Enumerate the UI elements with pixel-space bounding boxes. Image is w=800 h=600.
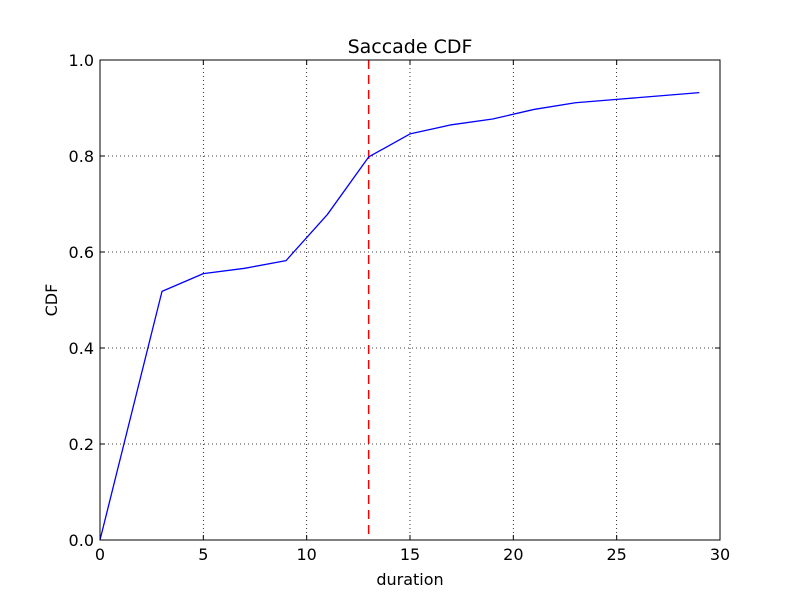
x-tick-label: 10 <box>296 545 316 564</box>
x-axis-label: duration <box>376 570 443 589</box>
x-tick-label: 25 <box>606 545 626 564</box>
x-tick-label: 15 <box>400 545 420 564</box>
y-axis-tick-labels: 0.0 0.2 0.4 0.6 0.8 1.0 <box>69 51 94 550</box>
x-tick-label: 30 <box>710 545 730 564</box>
y-tick-label: 0.6 <box>69 243 94 262</box>
y-axis-label: CDF <box>42 284 61 317</box>
y-tick-label: 0.8 <box>69 147 94 166</box>
x-axis-tick-labels: 0 5 10 15 20 25 30 <box>95 545 730 564</box>
x-tick-label: 20 <box>503 545 523 564</box>
y-tick-label: 0.4 <box>69 339 94 358</box>
y-tick-label: 0.2 <box>69 435 94 454</box>
y-tick-label: 1.0 <box>69 51 94 70</box>
chart-title: Saccade CDF <box>348 36 473 58</box>
x-tick-label: 0 <box>95 545 105 564</box>
axis-ticks <box>99 59 721 541</box>
y-tick-label: 0.0 <box>69 531 94 550</box>
x-tick-label: 5 <box>198 545 208 564</box>
